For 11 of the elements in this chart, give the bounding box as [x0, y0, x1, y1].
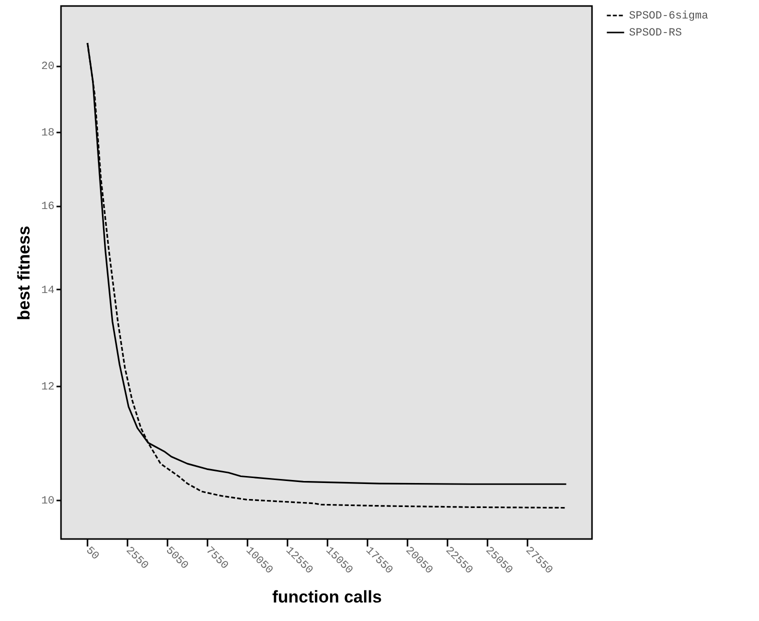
x-axis-title: function calls [272, 587, 382, 606]
y-tick-label: 12 [41, 381, 54, 394]
x-tick-label: 50 [83, 544, 101, 563]
y-tick-label: 20 [41, 61, 54, 74]
y-tick-label: 16 [41, 201, 54, 214]
y-tick-label: 10 [41, 496, 54, 508]
legend-label: SPSOD-6sigma [629, 10, 709, 22]
legend-label: SPSOD-RS [629, 28, 682, 40]
y-tick-label: 14 [41, 284, 55, 297]
y-axis-title: best fitness [14, 226, 34, 320]
y-tick-label: 18 [41, 127, 54, 140]
